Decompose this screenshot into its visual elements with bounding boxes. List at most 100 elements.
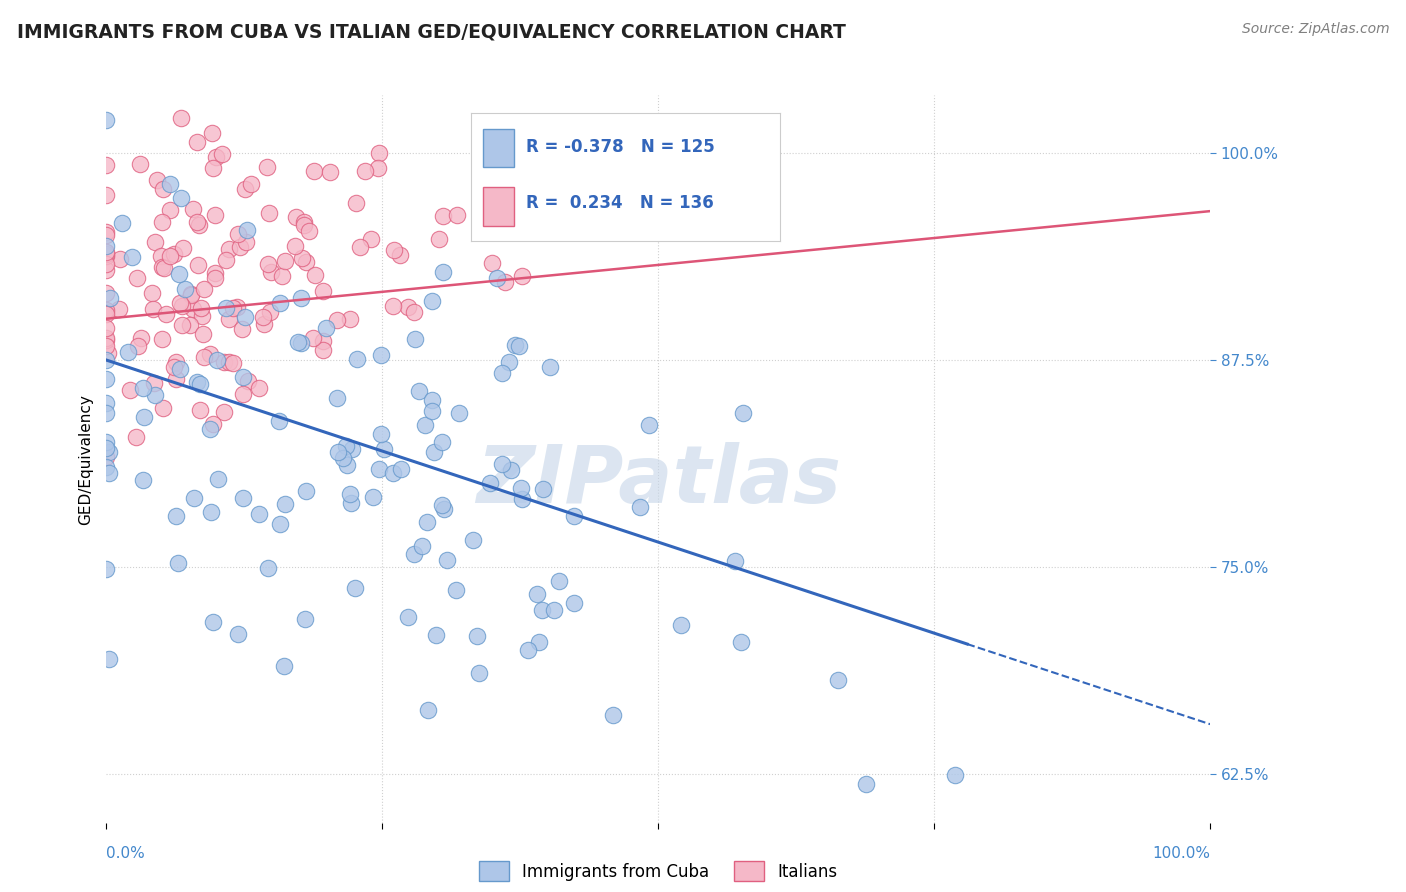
Point <box>155 307 177 321</box>
Point <box>170 299 193 313</box>
Point <box>96 339 118 353</box>
Point <box>381 466 404 480</box>
Point <box>304 163 326 178</box>
Point <box>96 303 118 318</box>
Point <box>370 348 392 362</box>
Point <box>187 258 209 272</box>
Text: 0.0%: 0.0% <box>107 846 145 861</box>
Point <box>143 235 166 249</box>
Point <box>354 164 377 178</box>
Point <box>117 344 139 359</box>
Point <box>491 458 513 472</box>
Point <box>108 301 131 316</box>
Point <box>187 218 209 232</box>
Point <box>96 352 118 367</box>
Point <box>204 270 226 285</box>
Point <box>420 293 443 308</box>
Point <box>284 238 307 252</box>
Point <box>420 392 443 407</box>
Point <box>96 346 118 360</box>
Point <box>174 282 197 296</box>
Point <box>396 300 419 314</box>
Point <box>425 628 447 642</box>
Point <box>204 150 226 164</box>
Point <box>270 269 292 284</box>
Point <box>396 610 419 624</box>
Point <box>231 322 253 336</box>
Point <box>98 466 121 480</box>
Point <box>96 460 118 475</box>
Point <box>312 284 335 298</box>
Point <box>218 242 240 256</box>
Point <box>292 218 315 232</box>
Point <box>461 533 484 548</box>
Point <box>505 338 527 352</box>
Point <box>292 215 315 229</box>
Point <box>190 377 212 392</box>
Point <box>260 265 283 279</box>
Point <box>165 372 187 386</box>
Point <box>295 483 318 498</box>
Point <box>389 247 412 261</box>
Point <box>432 265 454 279</box>
Point <box>169 361 191 376</box>
Point <box>294 612 316 626</box>
Point <box>96 244 118 259</box>
Point <box>335 439 357 453</box>
Point <box>152 181 174 195</box>
Point <box>416 515 439 529</box>
Point <box>325 312 347 326</box>
Point <box>163 359 186 374</box>
Point <box>267 414 290 428</box>
Point <box>404 547 426 561</box>
Point <box>96 263 118 277</box>
Point <box>370 426 392 441</box>
Point <box>311 343 333 357</box>
Point <box>131 331 153 345</box>
Point <box>274 497 297 511</box>
Point <box>361 490 384 504</box>
Point <box>100 291 122 305</box>
Point <box>491 367 513 381</box>
Point <box>222 301 245 316</box>
Point <box>360 231 382 245</box>
Point <box>485 270 508 285</box>
Point <box>430 498 453 512</box>
Point <box>204 266 226 280</box>
Point <box>285 210 308 224</box>
Point <box>96 441 118 455</box>
Point <box>731 406 754 420</box>
Point <box>129 157 152 171</box>
Point <box>943 768 966 782</box>
Point <box>96 248 118 262</box>
Point <box>855 777 877 791</box>
Point <box>111 216 134 230</box>
Point <box>193 282 215 296</box>
Point <box>247 508 270 522</box>
Point <box>336 458 359 472</box>
Point <box>404 304 426 318</box>
Point <box>152 401 174 415</box>
Point <box>96 187 118 202</box>
Point <box>170 318 193 333</box>
Point <box>165 509 187 524</box>
Point <box>167 557 190 571</box>
Point <box>304 268 326 282</box>
Point <box>239 178 262 192</box>
Point <box>468 666 491 681</box>
Point <box>232 386 254 401</box>
Legend: Immigrants from Cuba, Italians: Immigrants from Cuba, Italians <box>479 862 838 880</box>
Point <box>167 267 190 281</box>
Point <box>730 635 752 649</box>
Point <box>298 224 321 238</box>
Point <box>301 330 323 344</box>
Point <box>131 380 153 394</box>
Point <box>188 403 211 417</box>
Text: Source: ZipAtlas.com: Source: ZipAtlas.com <box>1241 22 1389 37</box>
Point <box>509 481 531 495</box>
Point <box>183 491 205 505</box>
Point <box>340 496 363 510</box>
Point <box>190 301 212 315</box>
Y-axis label: GED/Equivalency: GED/Equivalency <box>79 394 93 524</box>
Point <box>96 450 118 464</box>
